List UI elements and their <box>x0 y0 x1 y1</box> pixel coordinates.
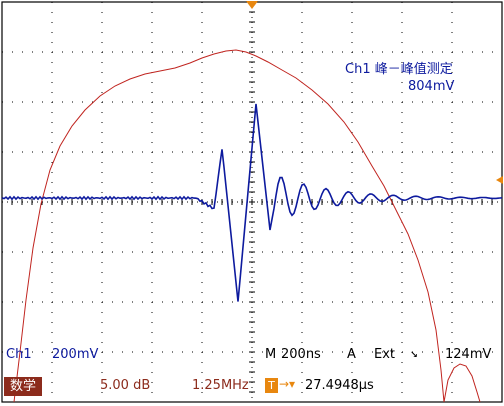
trigger-markers <box>246 1 503 184</box>
trigger-source: Ext <box>374 347 396 362</box>
trigger-mode: A <box>347 347 356 362</box>
measurement-title: Ch1 峰－峰值测定 <box>345 62 453 77</box>
channel-label: Ch1 <box>6 347 32 362</box>
measurement-value: 804mV <box>408 79 455 94</box>
trigger-level-marker <box>496 176 503 184</box>
math-fft-trace <box>13 49 481 403</box>
channel-scale: 200mV <box>52 347 99 362</box>
trigger-level: 124mV <box>445 347 492 362</box>
trigger-position-marker <box>246 1 258 9</box>
timebase-mode: M <box>265 347 277 362</box>
math-frequency: 1.25MHz <box>192 378 249 393</box>
timebase-scale: 200ns <box>281 347 321 362</box>
trigger-slope-icon: ↘ <box>410 346 418 361</box>
math-gain: 5.00 dB <box>100 378 151 393</box>
trigger-position-arrow-icon: →▾ <box>279 377 296 391</box>
math-badge: 数学 <box>4 377 42 396</box>
trigger-position-time: 27.4948µs <box>305 378 374 393</box>
ch1-waveform-trace <box>1 103 503 302</box>
trigger-position-icon: T <box>265 378 278 393</box>
